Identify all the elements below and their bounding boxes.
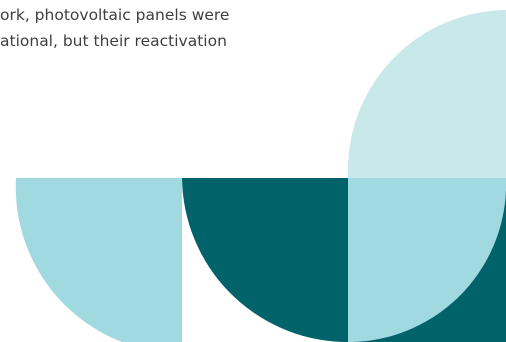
light-teal-left-quarter-shape	[15, 178, 182, 342]
body-text-line-2: ational, but their reactivation	[0, 32, 227, 50]
pale-teal-quarter-circle-shape	[348, 10, 506, 178]
body-text-line-1: ork, photovoltaic panels were	[0, 6, 230, 24]
light-teal-right-quarter-shape	[348, 178, 506, 342]
body-text: ork, photovoltaic panels were ational, b…	[0, 2, 360, 54]
dark-teal-middle-quarter-shape	[182, 178, 348, 342]
